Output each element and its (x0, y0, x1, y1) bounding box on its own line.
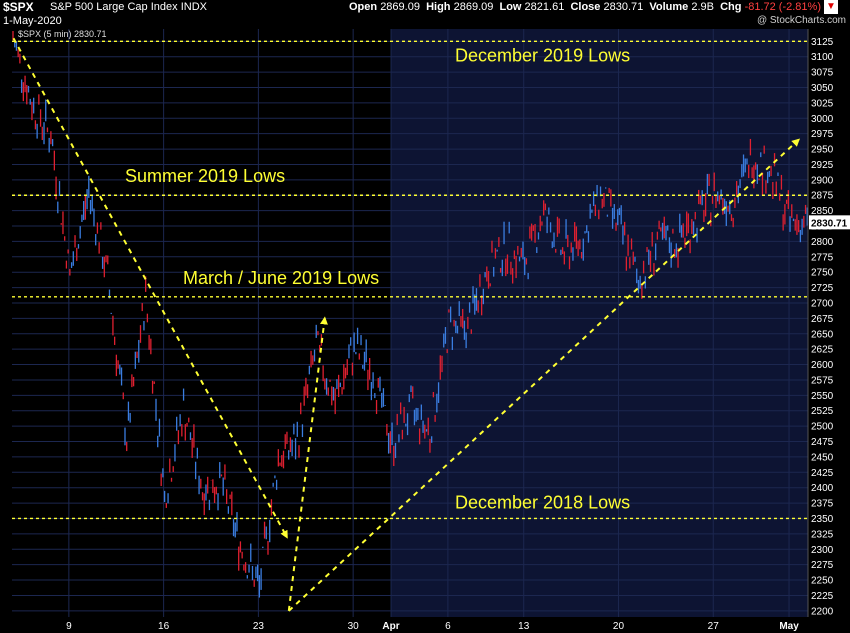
support-label-3125: December 2019 Lows (455, 45, 630, 65)
quote-summary: Open 2869.09 High 2869.09 Low 2821.61 Cl… (349, 0, 821, 14)
x-tick-label-13: 13 (518, 621, 530, 632)
y-axis: 2200 2225 2250 2275 2300 2325 2350 2375 2400 2425… (807, 29, 834, 617)
high-value: 2869.09 (453, 1, 494, 13)
x-tick-label-Apr: Apr (382, 621, 399, 632)
x-axis: 9 16 23 30 Apr 6 13 20 27 May (66, 621, 799, 632)
y-tick-label-2375: 2375 (811, 499, 834, 510)
y-tick-label-2950: 2950 (811, 145, 834, 156)
y-tick-label-2600: 2600 (811, 360, 834, 371)
y-tick-label-2675: 2675 (811, 314, 834, 325)
high-label: High (426, 1, 451, 13)
price-bars (12, 30, 808, 598)
y-tick-label-3000: 3000 (811, 114, 834, 125)
y-tick-label-2725: 2725 (811, 283, 834, 294)
chart-header-top: $SPX S&P 500 Large Cap Index INDX Open 2… (0, 0, 850, 14)
y-tick-label-2875: 2875 (811, 191, 834, 202)
y-tick-label-2200: 2200 (811, 606, 834, 617)
y-tick-label-2575: 2575 (811, 375, 834, 386)
y-tick-label-2925: 2925 (811, 160, 834, 171)
x-tick-label-6: 6 (445, 621, 451, 632)
y-tick-label-2800: 2800 (811, 237, 834, 248)
y-tick-label-2275: 2275 (811, 560, 834, 571)
low-value: 2821.61 (524, 1, 565, 13)
x-tick-label-20: 20 (613, 621, 625, 632)
description-text: S&P 500 Large Cap Index (50, 1, 178, 13)
y-tick-label-2975: 2975 (811, 129, 834, 140)
series-legend: $SPX (5 min) 2830.71 (18, 29, 107, 39)
y-tick-label-2525: 2525 (811, 406, 834, 417)
symbol-label: $SPX (3, 0, 34, 14)
y-tick-label-2625: 2625 (811, 345, 834, 356)
close-value: 2830.71 (603, 1, 644, 13)
x-tick-label-27: 27 (708, 621, 720, 632)
symbol-description: S&P 500 Large Cap Index INDX (50, 0, 207, 14)
y-tick-label-2475: 2475 (811, 437, 834, 448)
y-tick-label-3100: 3100 (811, 52, 834, 63)
volume-value: 2.9B (691, 1, 714, 13)
last-price-tag: 2830.71 (809, 215, 850, 230)
support-lines: December 2019 Lows Summer 2019 Lows March … (12, 40, 808, 520)
open-value: 2869.09 (380, 1, 420, 13)
y-tick-label-2225: 2225 (811, 591, 834, 602)
chart-background (12, 29, 808, 617)
last-price-value: 2830.71 (811, 218, 848, 229)
close-label: Close (570, 1, 601, 13)
y-tick-label-2775: 2775 (811, 252, 834, 263)
chg-value: -81.72 (-2.81%) (744, 1, 821, 13)
y-tick-label-3050: 3050 (811, 83, 834, 94)
open-label: Open (349, 1, 378, 13)
x-tick-label-30: 30 (348, 621, 360, 632)
volume-label: Volume (649, 1, 689, 13)
last-price-box (809, 215, 850, 230)
y-tick-label-3075: 3075 (811, 68, 834, 79)
y-tick-label-2300: 2300 (811, 545, 834, 556)
down-arrow-icon: ▼ (824, 0, 838, 14)
y-tick-label-2400: 2400 (811, 483, 834, 494)
y-tick-label-2900: 2900 (811, 175, 834, 186)
date-label: 1-May-2020 (3, 15, 62, 27)
y-tick-label-2700: 2700 (811, 298, 834, 309)
chg-label: Chg (720, 1, 742, 13)
y-tick-label-2450: 2450 (811, 452, 834, 463)
y-tick-label-2850: 2850 (811, 206, 834, 217)
chart-grid (12, 29, 808, 617)
x-tick-label-23: 23 (253, 621, 265, 632)
brand-watermark: @ StockCharts.com (756, 15, 846, 26)
y-tick-label-2750: 2750 (811, 268, 834, 279)
x-tick-label-May: May (779, 621, 799, 632)
y-tick-label-2425: 2425 (811, 468, 834, 479)
x-tick-label-16: 16 (158, 621, 170, 632)
y-tick-label-2650: 2650 (811, 329, 834, 340)
y-tick-label-2350: 2350 (811, 514, 834, 525)
trend-lines (12, 37, 800, 612)
y-tick-label-3125: 3125 (811, 37, 834, 48)
support-label-2350: December 2018 Lows (455, 492, 630, 512)
x-tick-label-9: 9 (66, 621, 72, 632)
chart-header-bottom: 1-May-2020 @ StockCharts.com (0, 14, 850, 28)
y-tick-label-2325: 2325 (811, 529, 834, 540)
y-tick-label-3025: 3025 (811, 98, 834, 109)
exchange-text: INDX (180, 1, 207, 13)
support-label-2710: March / June 2019 Lows (183, 268, 379, 288)
y-tick-label-2500: 2500 (811, 422, 834, 433)
trend-line-1 (12, 37, 288, 539)
low-label: Low (499, 1, 522, 13)
y-tick-label-2250: 2250 (811, 576, 834, 587)
support-label-2875: Summer 2019 Lows (125, 166, 285, 186)
y-tick-label-2550: 2550 (811, 391, 834, 402)
